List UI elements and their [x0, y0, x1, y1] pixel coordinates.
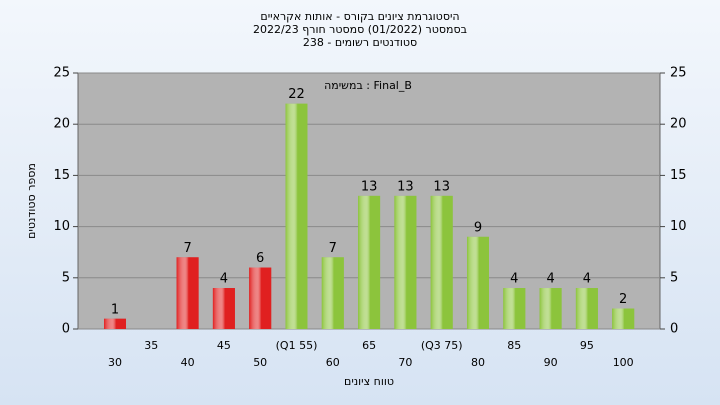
y-tick-label: 15 — [53, 168, 70, 183]
data-label: 13 — [397, 179, 414, 194]
bar — [503, 288, 526, 329]
data-label: 13 — [361, 179, 378, 194]
x-tick-label: 90 — [544, 356, 558, 369]
x-tick-label: 65 — [362, 339, 376, 352]
x-tick-label: (Q3 75) — [421, 339, 463, 352]
y2-tick-label: 15 — [670, 168, 687, 183]
bar — [575, 288, 598, 329]
y-tick-label: 25 — [53, 66, 70, 81]
x-tick-label: 45 — [217, 339, 231, 352]
chart-subtitle: בסמסטר (01/2022) סמסטר חורף 2022/23 — [253, 23, 467, 36]
y2-tick-label: 10 — [670, 219, 687, 234]
x-axis-title: טווח ציונים — [344, 375, 394, 388]
y-tick-label: 20 — [53, 117, 70, 132]
data-label: 13 — [433, 179, 450, 194]
y-axis-title: מספר סטודנטים — [25, 163, 38, 239]
bar — [358, 195, 381, 329]
x-tick-label: 40 — [181, 356, 195, 369]
chart-subtitle: סטודנטים רשומים - 238 — [303, 36, 417, 49]
bar — [467, 236, 489, 329]
x-tick-label: 70 — [398, 356, 412, 369]
x-tick-label: 80 — [471, 356, 485, 369]
bar — [612, 308, 635, 329]
y2-tick-label: 5 — [670, 270, 678, 285]
chart-title: היסטוגרמת ציונים בקורס - אותות אקראיים — [260, 10, 459, 23]
x-tick-label: (Q1 55) — [276, 339, 318, 352]
bar — [104, 318, 126, 329]
x-tick-label: 35 — [144, 339, 158, 352]
y2-tick-label: 20 — [670, 117, 687, 132]
annotation: במשימה : Final_B — [324, 79, 412, 92]
data-label: 7 — [329, 241, 337, 256]
y2-tick-label: 0 — [670, 322, 678, 337]
data-label: 4 — [510, 272, 518, 287]
data-label: 6 — [256, 251, 264, 266]
bar — [285, 103, 308, 329]
x-tick-label: 60 — [326, 356, 340, 369]
y-tick-label: 5 — [62, 270, 70, 285]
bar — [176, 257, 199, 329]
x-tick-label: 85 — [507, 339, 521, 352]
data-label: 4 — [583, 272, 591, 287]
x-tick-label: 100 — [613, 356, 634, 369]
bar — [321, 257, 344, 329]
bar — [394, 195, 417, 329]
data-label: 22 — [288, 87, 305, 102]
x-tick-label: 95 — [580, 339, 594, 352]
y-tick-label: 0 — [62, 322, 70, 337]
x-tick-label: 30 — [108, 356, 122, 369]
y2-tick-label: 25 — [670, 66, 687, 81]
bar — [539, 288, 562, 329]
data-label: 7 — [183, 241, 191, 256]
y-tick-label: 10 — [53, 219, 70, 234]
bar — [212, 288, 235, 329]
bar — [249, 267, 272, 329]
data-label: 9 — [474, 220, 482, 235]
bar — [430, 195, 453, 329]
data-label: 2 — [619, 292, 627, 307]
data-label: 4 — [220, 272, 228, 287]
data-label: 4 — [546, 272, 554, 287]
data-label: 1 — [111, 302, 119, 317]
x-tick-label: 50 — [253, 356, 267, 369]
